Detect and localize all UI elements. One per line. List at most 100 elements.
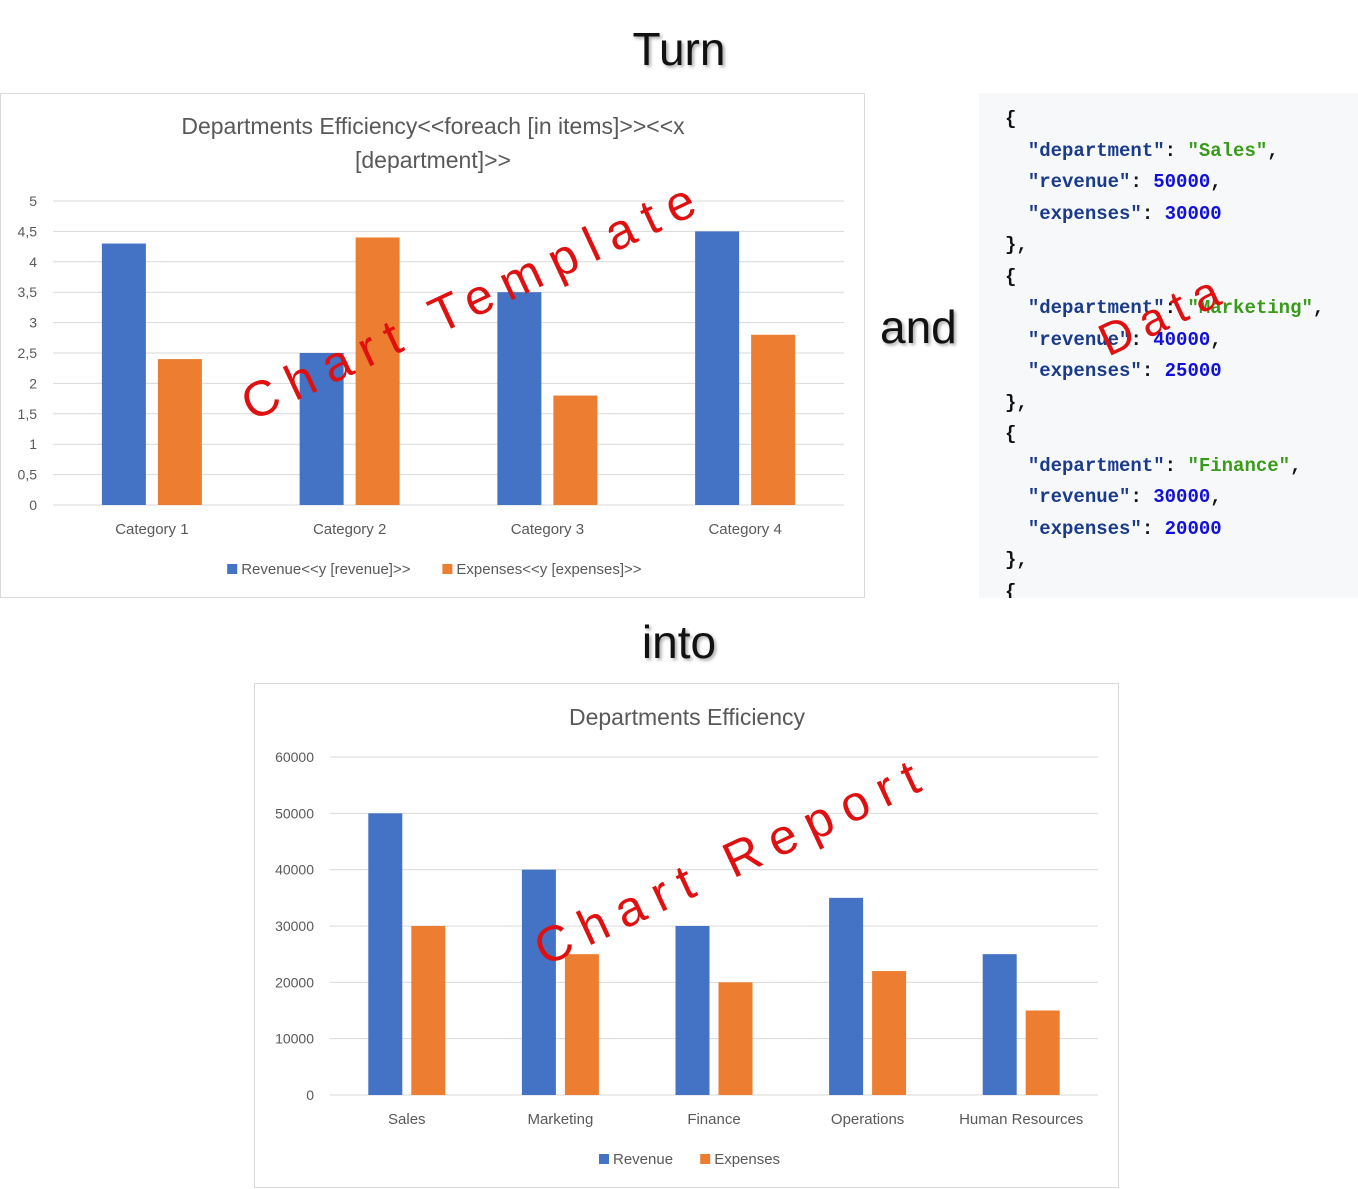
bar-expenses — [553, 395, 598, 505]
y-tick-label: 0,5 — [18, 467, 38, 483]
code-token: : — [1141, 202, 1165, 225]
code-token: 40000 — [1153, 328, 1211, 351]
code-token — [1005, 329, 1028, 351]
code-line: "expenses": 30000 — [1005, 199, 1324, 231]
legend-swatch — [442, 564, 453, 574]
code-token: "expenses" — [1027, 517, 1142, 540]
code-token — [1005, 518, 1028, 540]
chart-title: Departments Efficiency — [569, 704, 806, 730]
code-line: "expenses": 20000 — [1005, 514, 1324, 546]
code-line: { — [1005, 419, 1324, 451]
bar-expenses — [564, 954, 599, 1095]
bar-expenses — [411, 926, 446, 1095]
y-tick-label: 40000 — [275, 862, 314, 878]
bar-revenue — [497, 292, 542, 505]
code-token: }, — [1005, 391, 1028, 414]
report-chart: Departments Efficiency 0 10000 20000 30000 40… — [254, 683, 1119, 1188]
legend-label: Expenses — [714, 1151, 780, 1168]
code-token: : — [1130, 171, 1154, 193]
x-category-label: Human Resources — [959, 1111, 1083, 1128]
code-line: "department": "Finance", — [1005, 451, 1324, 483]
code-token: "revenue" — [1027, 171, 1131, 193]
code-token: "department" — [1027, 454, 1165, 477]
code-token — [1005, 203, 1028, 225]
y-tick-label: 60000 — [275, 749, 314, 765]
code-line: "revenue": 50000, — [1005, 167, 1324, 199]
code-line: "department": "Marketing", — [1005, 293, 1324, 325]
code-token: "department" — [1027, 139, 1165, 162]
code-token: : — [1141, 517, 1165, 540]
code-token: "department" — [1027, 297, 1165, 319]
bar-revenue — [299, 353, 344, 505]
template-chart: Departments Efficiency<<foreach [in item… — [0, 93, 865, 598]
code-token — [1005, 360, 1028, 382]
bar-revenue — [521, 869, 556, 1095]
code-token: 20000 — [1164, 517, 1222, 540]
code-token: "revenue" — [1027, 486, 1131, 508]
bar-expenses — [157, 359, 202, 505]
y-tick-label: 4,5 — [18, 223, 38, 239]
code-line: { — [1005, 262, 1324, 294]
code-line: { — [1005, 577, 1324, 599]
y-tick-label: 10000 — [275, 1031, 314, 1047]
bar-revenue — [829, 897, 864, 1095]
y-tick-label: 2 — [29, 375, 37, 391]
x-category-label: Finance — [687, 1111, 740, 1128]
code-token: 25000 — [1164, 360, 1222, 382]
y-tick-label: 3,5 — [18, 284, 38, 300]
y-tick-label: 30000 — [275, 918, 314, 934]
report-chart-svg: Departments Efficiency 0 10000 20000 30000 40… — [275, 704, 1098, 1168]
bar-expenses — [718, 982, 753, 1095]
code-token: , — [1312, 297, 1325, 319]
code-token: { — [1005, 265, 1017, 288]
x-category-label: Marketing — [527, 1111, 593, 1128]
y-tick-label: 50000 — [275, 805, 314, 821]
y-tick-label: 3 — [29, 315, 37, 331]
code-token — [1005, 486, 1028, 508]
bar-revenue — [675, 926, 710, 1095]
code-token: : — [1141, 360, 1165, 382]
code-token — [1005, 171, 1028, 193]
bar-revenue — [101, 243, 146, 505]
code-token: , — [1210, 328, 1222, 351]
code-token: "revenue" — [1027, 328, 1131, 351]
caption-and: and — [880, 301, 957, 353]
code-token: 50000 — [1153, 171, 1211, 193]
legend-label: Expenses<<y [expenses]>> — [456, 561, 641, 578]
code-token: }, — [1005, 549, 1028, 571]
code-token: { — [1005, 580, 1017, 599]
bar-revenue — [368, 813, 403, 1095]
code-token: "expenses" — [1027, 360, 1142, 382]
y-tick-label: 0 — [306, 1087, 314, 1103]
chart-title: [department]>> — [355, 147, 511, 173]
code-token: : — [1164, 297, 1188, 319]
bar-expenses — [751, 334, 796, 505]
legend-swatch — [700, 1154, 711, 1164]
code-line: }, — [1005, 230, 1324, 262]
legend-swatch — [599, 1154, 609, 1164]
code-token: { — [1005, 108, 1017, 130]
y-tick-label: 2,5 — [18, 345, 38, 361]
code-token: , — [1267, 139, 1279, 162]
y-tick-label: 5 — [29, 193, 37, 209]
y-tick-label: 1,5 — [18, 406, 38, 422]
code-line: "department": "Sales", — [1005, 136, 1324, 168]
code-token: : — [1164, 139, 1188, 162]
bar-revenue — [695, 231, 740, 505]
code-token: "Finance" — [1187, 454, 1291, 477]
code-token: 30000 — [1153, 486, 1211, 508]
code-token: "Marketing" — [1187, 297, 1313, 319]
code-token: 30000 — [1164, 202, 1222, 225]
code-line: "revenue": 30000, — [1005, 482, 1324, 514]
code-token: , — [1210, 486, 1222, 508]
chart-title: Departments Efficiency<<foreach [in item… — [181, 113, 685, 139]
x-category-label: Category 2 — [313, 521, 386, 538]
code-token — [1005, 140, 1028, 162]
code-token — [1005, 455, 1028, 477]
code-token: }, — [1005, 234, 1028, 256]
y-tick-label: 0 — [29, 497, 37, 513]
code-token: , — [1290, 454, 1302, 477]
y-tick-label: 20000 — [275, 974, 314, 990]
json-data-panel: { "department": "Sales", "revenue": 5000… — [979, 93, 1358, 598]
caption-turn: Turn — [632, 23, 726, 75]
